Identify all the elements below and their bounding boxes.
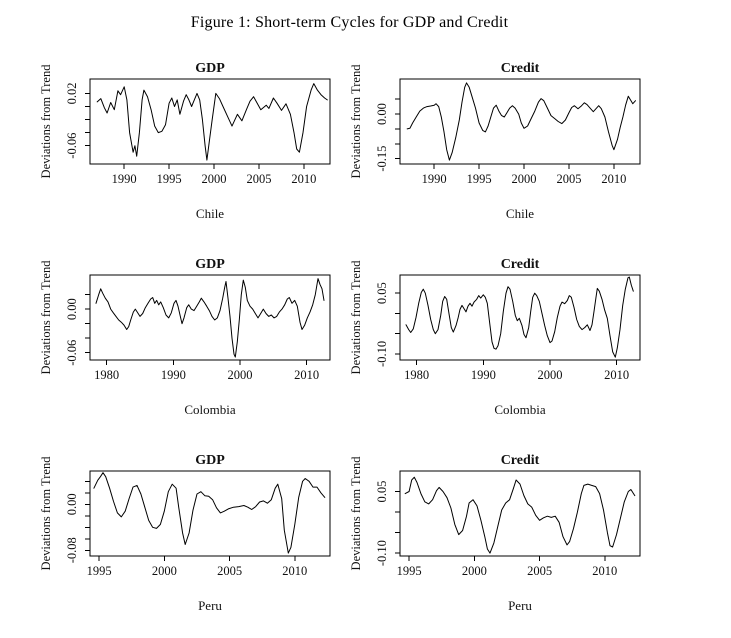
y-tick-label: -0.10 [375, 540, 389, 566]
x-tick-label: 1995 [397, 564, 422, 578]
country-label: Chile [196, 206, 224, 221]
plot-box [89, 78, 331, 165]
plot-box [89, 274, 331, 361]
y-tick-label: -0.08 [65, 537, 79, 563]
y-tick-label: 0.00 [65, 493, 79, 515]
country-label: Chile [506, 206, 534, 221]
charts-grid: GDP Deviations from Trend 1990 1995 2000 2005… [0, 46, 731, 634]
y-axis-label: Deviations from Trend [349, 64, 363, 179]
chart-panel-colombia-credit: Credit Deviations from Trend 1980 1990 2000 2… [349, 257, 641, 417]
plot-box [399, 470, 641, 557]
y-axis-label: Deviations from Trend [349, 260, 363, 375]
x-tick-label: 2005 [217, 564, 242, 578]
y-tick-label: -0.06 [65, 133, 79, 159]
series-line [96, 83, 328, 161]
x-tick-label: 2000 [512, 172, 537, 186]
panel-title: GDP [195, 257, 225, 272]
series-line [406, 82, 636, 161]
x-tick-label: 1980 [404, 368, 429, 382]
plot-box [399, 274, 641, 361]
series-line [404, 476, 636, 554]
x-tick-label: 2005 [246, 172, 271, 186]
x-tick-label: 2000 [152, 564, 177, 578]
country-label: Colombia [494, 402, 546, 417]
country-label: Colombia [184, 402, 236, 417]
panel-title: GDP [195, 453, 225, 468]
y-axis-label: Deviations from Trend [39, 260, 53, 375]
country-label: Peru [198, 598, 222, 613]
x-tick-label: 2000 [228, 368, 253, 382]
series-line [95, 278, 325, 358]
x-tick-label: 1990 [422, 172, 447, 186]
x-tick-label: 2005 [527, 564, 552, 578]
x-tick-label: 2005 [556, 172, 581, 186]
series-line [405, 276, 634, 358]
x-tick-label: 1990 [471, 368, 496, 382]
panel-title: GDP [195, 61, 225, 76]
x-tick-label: 1990 [161, 368, 186, 382]
country-label: Peru [508, 598, 532, 613]
y-tick-label: -0.06 [65, 340, 79, 366]
y-axis-label: Deviations from Trend [39, 64, 53, 179]
figure-title: Figure 1: Short-term Cycles for GDP and … [190, 14, 509, 31]
x-tick-label: 2010 [294, 368, 319, 382]
chart-panel-colombia-gdp: GDP Deviations from Trend 1980 1990 2000 2010… [39, 257, 331, 417]
chart-panel-peru-credit: Credit Deviations from Trend 1995 2000 2005 2… [349, 453, 641, 613]
x-tick-label: 2000 [462, 564, 487, 578]
x-tick-label: 1995 [157, 172, 182, 186]
y-axis-label: Deviations from Trend [39, 456, 53, 571]
x-tick-label: 1980 [94, 368, 119, 382]
x-tick-label: 1990 [112, 172, 137, 186]
chart-panel-peru-gdp: GDP Deviations from Trend 1995 2000 2005 2010… [39, 453, 331, 613]
x-tick-label: 2000 [538, 368, 563, 382]
y-tick-label: -0.10 [375, 341, 389, 367]
x-tick-label: 1995 [467, 172, 492, 186]
x-tick-label: 2000 [202, 172, 227, 186]
y-tick-label: -0.15 [375, 146, 389, 172]
x-tick-label: 2010 [291, 172, 316, 186]
x-tick-label: 2010 [601, 172, 626, 186]
series-line [93, 472, 326, 554]
y-tick-label: 0.05 [375, 481, 389, 503]
x-tick-label: 1995 [87, 564, 112, 578]
panel-title: Credit [501, 257, 540, 272]
plot-box [399, 78, 641, 165]
y-tick-label: 0.02 [65, 82, 79, 104]
y-axis-label: Deviations from Trend [349, 456, 363, 571]
y-tick-label: 0.00 [375, 103, 389, 125]
panel-title: Credit [501, 453, 540, 468]
y-tick-label: 0.00 [65, 298, 79, 320]
plot-box [89, 470, 331, 557]
x-tick-label: 2010 [282, 564, 307, 578]
chart-panel-chile-credit: Credit Deviations from Trend 1990 1995 2000 2… [349, 61, 641, 221]
x-tick-label: 2010 [604, 368, 629, 382]
chart-panel-chile-gdp: GDP Deviations from Trend 1990 1995 2000 2005… [39, 61, 331, 221]
y-tick-label: 0.05 [375, 282, 389, 304]
x-tick-label: 2010 [592, 564, 617, 578]
panel-title: Credit [501, 61, 540, 76]
